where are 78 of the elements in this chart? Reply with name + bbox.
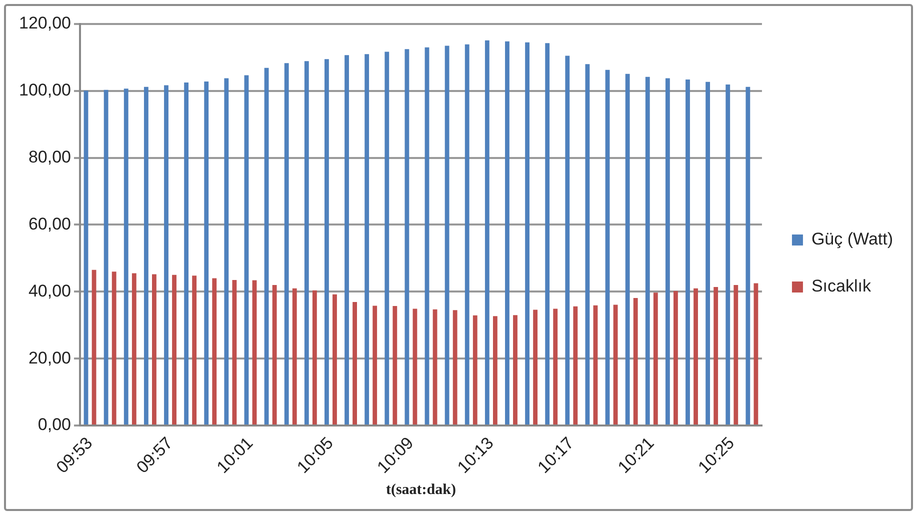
bar — [553, 308, 558, 424]
bar — [152, 274, 156, 424]
bar — [352, 302, 357, 424]
bar — [192, 276, 197, 424]
bar — [653, 292, 658, 424]
bar — [344, 55, 349, 424]
bar — [665, 78, 670, 424]
bar — [746, 86, 750, 424]
bar — [244, 75, 249, 424]
y-tick-label: 60,00 — [28, 214, 71, 234]
bar — [464, 44, 470, 424]
bar — [292, 288, 297, 424]
bar — [525, 42, 530, 424]
bar — [144, 86, 148, 424]
bar — [264, 68, 269, 424]
bar — [84, 90, 88, 424]
bar — [224, 78, 229, 424]
y-tick-label: 20,00 — [28, 348, 71, 368]
bar — [112, 272, 116, 424]
bar — [706, 82, 710, 424]
y-tick-label: 120,00 — [18, 14, 71, 33]
bar — [252, 280, 257, 424]
bar — [533, 310, 538, 424]
bar — [332, 294, 337, 424]
y-tick-label: 40,00 — [28, 281, 71, 300]
bar — [412, 308, 418, 424]
bar — [472, 315, 478, 424]
bar — [513, 315, 518, 424]
bar — [734, 284, 738, 424]
bar — [312, 290, 317, 424]
bar — [625, 74, 630, 424]
bar — [424, 47, 430, 424]
bar — [714, 286, 718, 424]
bar — [132, 273, 136, 424]
y-tick-label: 80,00 — [28, 148, 71, 167]
bar — [204, 82, 209, 424]
bar — [404, 49, 410, 424]
bar — [432, 309, 438, 424]
bar — [484, 40, 490, 424]
bar — [492, 316, 498, 424]
bar — [545, 43, 550, 424]
bar — [384, 52, 390, 424]
bar — [674, 290, 678, 424]
bar — [124, 88, 128, 424]
bar — [605, 70, 610, 424]
y-tick-label: 100,00 — [18, 80, 71, 100]
bar — [232, 280, 237, 424]
bar — [212, 278, 217, 424]
bar — [164, 85, 168, 424]
bar — [754, 283, 758, 424]
bar — [505, 41, 510, 424]
bar — [613, 304, 618, 424]
bar — [364, 54, 370, 424]
bar — [633, 298, 638, 424]
bar — [573, 306, 578, 424]
bar — [593, 305, 598, 424]
bar — [694, 288, 698, 424]
bar — [284, 63, 289, 424]
bar — [726, 84, 730, 424]
y-tick-label: 0,00 — [38, 415, 71, 434]
bar — [304, 61, 309, 424]
bar — [272, 284, 277, 424]
bar — [324, 59, 329, 424]
bar — [372, 306, 378, 424]
x-axis-title: t(saat:dak) — [386, 482, 456, 498]
bar — [184, 82, 189, 424]
bar — [172, 274, 176, 424]
bar — [645, 76, 650, 424]
bar — [565, 56, 570, 424]
bar — [92, 270, 96, 424]
bar — [686, 80, 690, 424]
bar — [444, 46, 450, 424]
legend-label: Güç (Watt) — [811, 230, 894, 249]
bar — [585, 64, 590, 424]
bar — [452, 310, 458, 424]
bar — [104, 90, 108, 424]
bar — [392, 306, 398, 424]
legend-label: Sıcaklık — [811, 276, 872, 296]
